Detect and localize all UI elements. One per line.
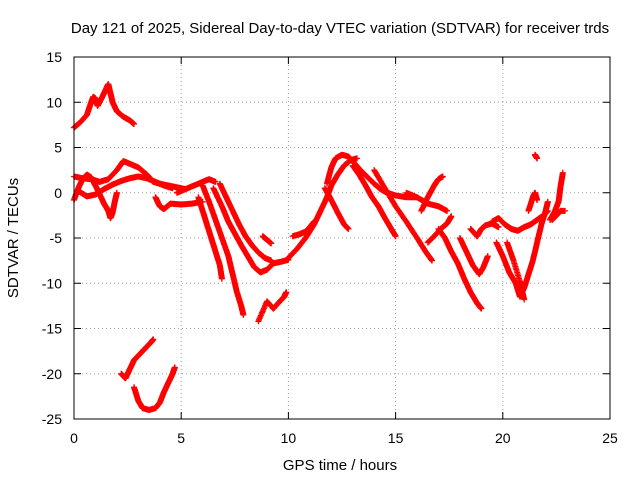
x-tick-label: 25 — [602, 430, 618, 446]
plus-markers — [75, 173, 176, 200]
y-tick-label: -5 — [50, 230, 63, 246]
y-tick-label: -20 — [42, 366, 62, 382]
plus-markers — [549, 207, 568, 223]
x-tick-label: 10 — [281, 430, 297, 446]
series-arc11 — [210, 185, 292, 276]
y-tick-label: 0 — [54, 185, 62, 201]
series-arc20 — [371, 167, 435, 264]
plus-markers — [321, 185, 352, 232]
plus-markers — [173, 176, 219, 196]
series-arc7 — [118, 336, 157, 382]
plus-markers — [504, 239, 528, 303]
y-tick-label: 15 — [46, 49, 62, 65]
plus-markers — [435, 225, 485, 312]
y-tick-label: 10 — [46, 94, 62, 110]
plus-markers — [199, 182, 247, 318]
y-tick-label: -15 — [42, 321, 62, 337]
plus-markers — [349, 162, 399, 240]
plus-markers — [371, 167, 435, 264]
plus-markers — [131, 364, 178, 413]
plus-markers — [467, 220, 502, 240]
plus-markers — [152, 194, 206, 212]
y-tick-label: -10 — [42, 275, 62, 291]
plot-frame — [73, 56, 611, 420]
plus-markers — [118, 336, 157, 382]
grid — [74, 57, 610, 419]
plus-markers — [418, 173, 446, 214]
x-tick-label: 5 — [177, 430, 185, 446]
plus-markers — [255, 289, 290, 325]
series-arc33 — [549, 207, 568, 223]
y-axis-tick-labels: -25 -20 -15 -10 -5 0 5 10 15 — [42, 49, 62, 427]
series-arc14 — [259, 233, 275, 247]
x-axis-label: GPS time / hours — [283, 457, 397, 474]
plus-markers — [525, 189, 541, 214]
x-tick-label: 15 — [388, 430, 404, 446]
series-arc13 — [255, 289, 290, 325]
plus-markers — [210, 185, 292, 276]
series-arc16 — [285, 155, 360, 261]
chart-title: Day 121 of 2025, Sidereal Day-to-day VTE… — [71, 20, 609, 37]
y-tick-label: -25 — [42, 411, 62, 427]
plus-markers — [532, 151, 541, 162]
plus-markers — [195, 194, 225, 282]
series-arc4 — [75, 173, 176, 200]
series-arc10 — [199, 182, 247, 318]
plus-markers — [259, 233, 275, 247]
plus-markers — [71, 81, 137, 131]
x-axis-tick-labels: 0 5 10 15 20 25 — [70, 430, 618, 446]
series-arc19 — [349, 162, 399, 240]
series-arc24 — [435, 225, 485, 312]
series-arc1 — [71, 81, 137, 131]
series-arc8 — [131, 364, 178, 413]
series-arc9 — [195, 194, 225, 282]
x-tick-label: 0 — [70, 430, 78, 446]
plus-markers — [456, 235, 491, 278]
x-tick-label: 20 — [495, 430, 511, 446]
series-arc31 — [532, 151, 541, 162]
series-arc25 — [456, 235, 491, 278]
series-arc30 — [525, 189, 541, 214]
series-arc12 — [216, 180, 275, 264]
y-tick-label: 5 — [54, 140, 62, 156]
plus-markers — [285, 155, 360, 261]
plus-markers — [216, 180, 275, 264]
series-arc29 — [504, 239, 528, 303]
series-arc26 — [467, 220, 502, 240]
series-arc18 — [321, 185, 352, 232]
series-arc5 — [152, 194, 206, 212]
data-marks — [71, 81, 568, 413]
series-arc22 — [418, 173, 446, 214]
series-arc6 — [173, 176, 219, 196]
y-axis-label: SDTVAR / TECUs — [5, 178, 22, 298]
